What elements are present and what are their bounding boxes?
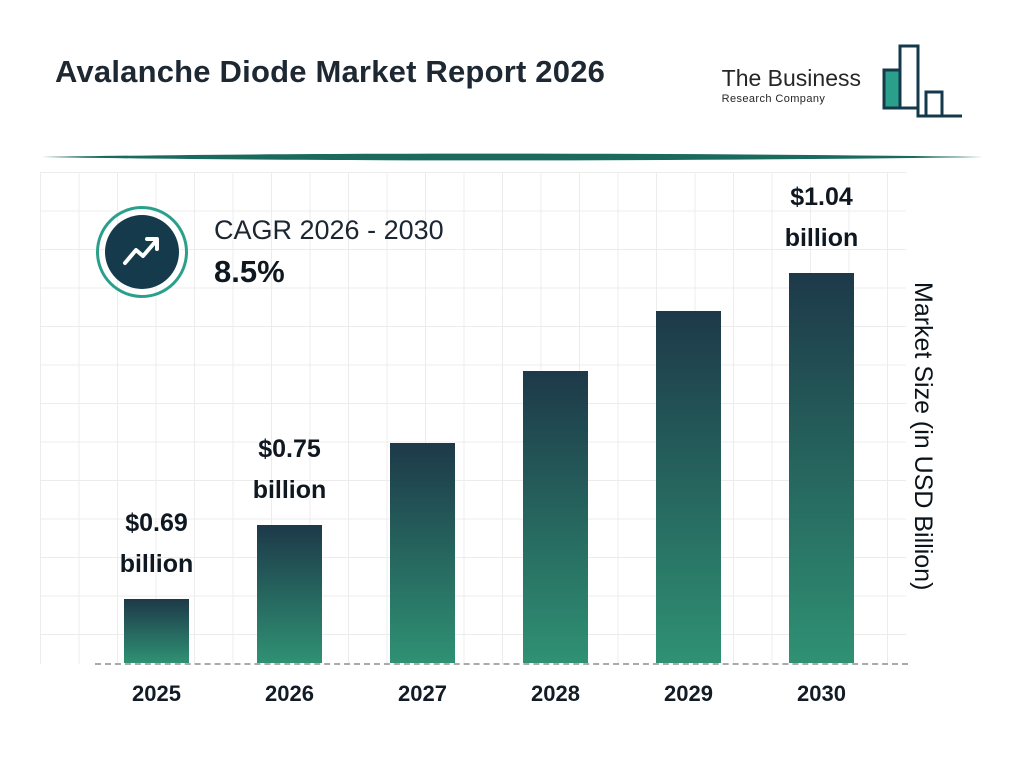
bars-row: $0.69 billion 2025 $0.75 billion 2026 2027 20… — [90, 171, 888, 707]
cagr-value: 8.5% — [214, 253, 285, 289]
cagr-badge: CAGR 2026 - 2030 8.5% — [96, 206, 444, 298]
company-logo: The Business Research Company — [722, 42, 966, 127]
bar-value-label: $0.69 billion — [119, 508, 194, 578]
bar-2029 — [656, 311, 721, 663]
x-tick-2029: 2029 — [664, 681, 713, 706]
trend-circle — [96, 206, 188, 298]
bar-group: $0.75 billion 2026 — [223, 171, 356, 707]
bar-value-label: $0.75 billion — [252, 434, 327, 504]
x-axis-baseline — [95, 663, 908, 665]
bar-group: $1.04 billion 2030 — [755, 171, 888, 707]
bar-group: 2027 — [356, 171, 489, 706]
x-tick-2027: 2027 — [398, 681, 447, 706]
bar-chart-logo-icon — [866, 42, 966, 127]
x-tick-2025: 2025 — [132, 681, 181, 706]
bar-2027 — [390, 443, 455, 663]
bar-2025 — [124, 599, 189, 663]
page-title: Avalanche Diode Market Report 2026 — [55, 54, 606, 89]
bar-group: 2028 — [489, 171, 622, 706]
logo-sub-line: Research Company — [721, 92, 826, 105]
trend-arrow-icon — [105, 215, 179, 289]
cagr-label: CAGR 2026 - 2030 — [214, 214, 444, 245]
company-logo-text: The Business Research Company — [722, 65, 861, 105]
bar-group: 2029 — [622, 171, 755, 706]
bar-2026 — [257, 525, 322, 663]
bar-value-label: $1.04 billion — [784, 182, 859, 252]
logo-name-line: The Business — [721, 64, 861, 91]
x-tick-2030: 2030 — [797, 681, 846, 706]
bar-group: $0.69 billion 2025 — [90, 171, 223, 707]
x-tick-2026: 2026 — [265, 681, 314, 706]
x-tick-2028: 2028 — [531, 681, 580, 706]
y-axis-label: Market Size (in USD Billion) — [909, 282, 937, 591]
bar-2028 — [523, 371, 588, 663]
cagr-text: CAGR 2026 - 2030 8.5% — [214, 215, 444, 290]
bar-2030 — [789, 273, 854, 663]
